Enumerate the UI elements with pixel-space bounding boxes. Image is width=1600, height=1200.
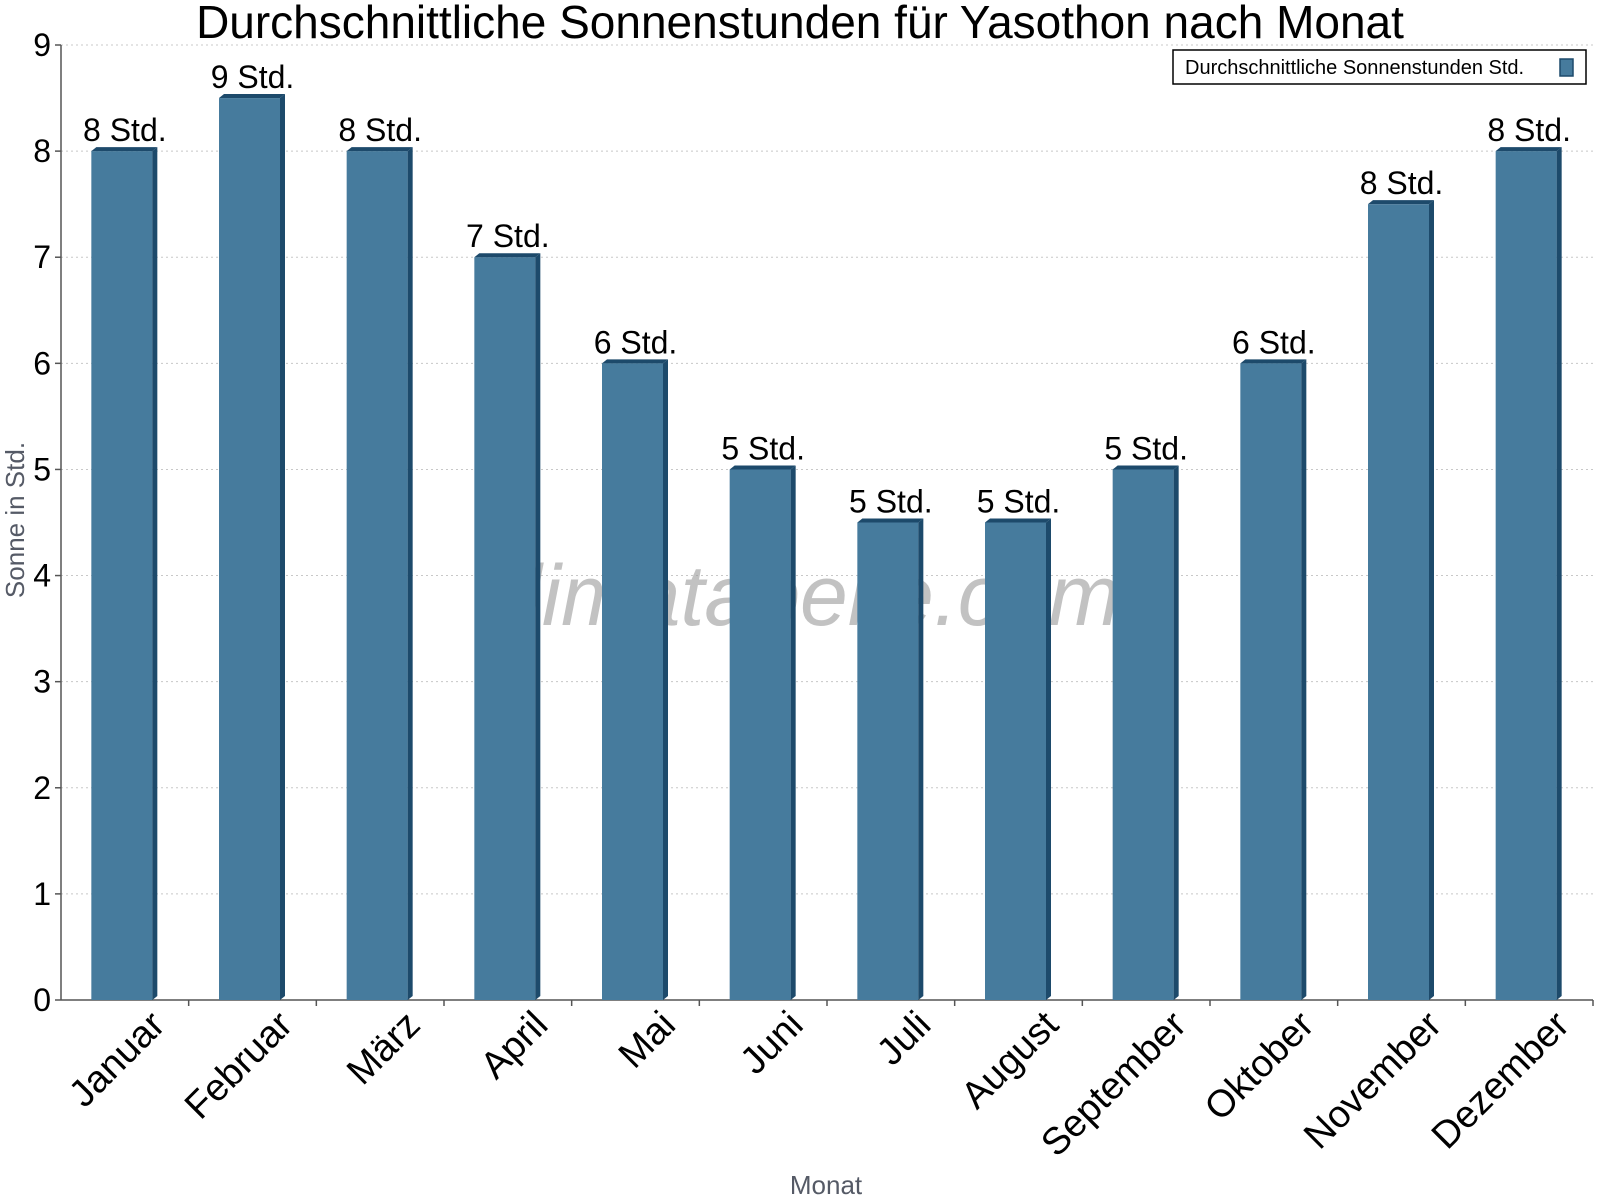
y-tick-label: 6 xyxy=(33,345,51,381)
bar-side xyxy=(407,147,413,1001)
bar xyxy=(346,147,413,1001)
bar xyxy=(857,518,924,1000)
bar-face xyxy=(985,522,1046,1000)
bar-top xyxy=(1368,200,1434,205)
x-tick-label: März xyxy=(339,1004,428,1093)
bar-face xyxy=(1240,363,1302,1000)
data-label: 6 Std. xyxy=(1232,324,1316,360)
y-tick-label: 5 xyxy=(33,451,51,487)
data-label: 9 Std. xyxy=(211,59,295,95)
bar-top xyxy=(985,518,1051,523)
bar-face xyxy=(602,363,663,1000)
bar-face xyxy=(857,522,919,1000)
x-tick-label: Februar xyxy=(177,1003,301,1127)
data-labels: 8 Std. 9 Std. 8 Std. 7 Std. 6 Std. 5 Std. 5 St… xyxy=(83,59,1571,519)
bar xyxy=(474,253,541,1000)
bar-side xyxy=(663,359,668,1000)
bar-side xyxy=(790,465,796,1000)
bar-top xyxy=(346,147,413,152)
bar-face xyxy=(1368,204,1429,1000)
bar-face xyxy=(1112,469,1174,1000)
bar-side xyxy=(1301,359,1307,1000)
bar-top xyxy=(1240,359,1307,364)
bar-top xyxy=(857,518,924,523)
data-label: 8 Std. xyxy=(83,112,167,148)
bar-face xyxy=(219,98,280,1001)
legend-swatch xyxy=(1559,58,1574,77)
data-label: 5 Std. xyxy=(977,484,1061,520)
y-axis-label: Sonne in Std. xyxy=(0,442,30,598)
x-tick-label: Oktober xyxy=(1197,1003,1323,1129)
bar xyxy=(729,465,796,1000)
x-tick-label: April xyxy=(473,1004,556,1087)
x-tick-label: Dezember xyxy=(1424,1003,1578,1157)
bar xyxy=(985,518,1051,1000)
bar-top xyxy=(1495,147,1562,152)
bar-top xyxy=(602,359,668,364)
bar xyxy=(91,147,158,1001)
bar xyxy=(219,94,285,1001)
legend-box xyxy=(1172,49,1587,85)
bar-top xyxy=(91,147,158,152)
y-tick-label: 2 xyxy=(33,770,51,806)
data-label: 5 Std. xyxy=(1104,430,1188,466)
bar-side xyxy=(1556,147,1562,1001)
x-axis-ticks: Januar Februar März April Mai Juni Juli AugustS… xyxy=(61,1000,1594,1165)
bar-side xyxy=(535,253,541,1000)
bar-face xyxy=(91,151,153,1001)
x-axis-label: Monat xyxy=(790,1170,863,1200)
x-tick-label: November xyxy=(1296,1003,1450,1157)
bar-face xyxy=(729,469,791,1000)
data-label: 5 Std. xyxy=(721,430,805,466)
bar-side xyxy=(918,518,924,1000)
data-label: 5 Std. xyxy=(849,484,933,520)
x-tick-label: Mai xyxy=(611,1004,684,1077)
bar-top xyxy=(1112,465,1179,470)
bar-face xyxy=(1495,151,1557,1001)
bar-top xyxy=(729,465,796,470)
y-tick-label: 0 xyxy=(33,982,51,1018)
x-tick-label: August xyxy=(954,1003,1068,1117)
bar xyxy=(1495,147,1562,1001)
gridlines xyxy=(61,44,1593,895)
bar-top xyxy=(474,253,541,258)
x-tick-label: Juni xyxy=(733,1004,812,1083)
y-tick-label: 8 xyxy=(33,133,51,169)
chart-title: Durchschnittliche Sonnenstunden für Yaso… xyxy=(196,0,1404,48)
legend: Durchschnittliche Sonnenstunden Std. xyxy=(1172,49,1587,85)
bar-side xyxy=(280,94,285,1001)
bar xyxy=(1240,359,1307,1000)
data-label: 8 Std. xyxy=(1360,165,1444,201)
bar-side xyxy=(1429,200,1434,1000)
bar xyxy=(1112,465,1179,1000)
y-tick-label: 7 xyxy=(33,239,51,275)
bar xyxy=(602,359,668,1000)
bar-side xyxy=(1173,465,1179,1000)
bar-side xyxy=(152,147,158,1001)
bar-side xyxy=(1046,518,1051,1000)
bar-face xyxy=(474,257,536,1000)
data-label: 6 Std. xyxy=(594,324,678,360)
y-tick-label: 3 xyxy=(33,664,51,700)
bar-face xyxy=(346,151,408,1001)
y-tick-label: 4 xyxy=(33,558,51,594)
y-axis-ticks: 0 1 2 3 4 5 6 7 8 9 xyxy=(33,27,61,1018)
y-tick-label: 9 xyxy=(33,27,51,63)
y-tick-label: 1 xyxy=(33,876,51,912)
data-label: 7 Std. xyxy=(466,218,550,254)
legend-label: Durchschnittliche Sonnenstunden Std. xyxy=(1185,57,1524,79)
bar-series xyxy=(91,94,1562,1001)
data-label: 8 Std. xyxy=(1487,112,1571,148)
bar-top xyxy=(219,94,285,99)
x-tick-label: Juli xyxy=(869,1004,939,1074)
data-label: 8 Std. xyxy=(338,112,422,148)
x-tick-label: Januar xyxy=(61,1003,173,1115)
bar xyxy=(1368,200,1434,1000)
